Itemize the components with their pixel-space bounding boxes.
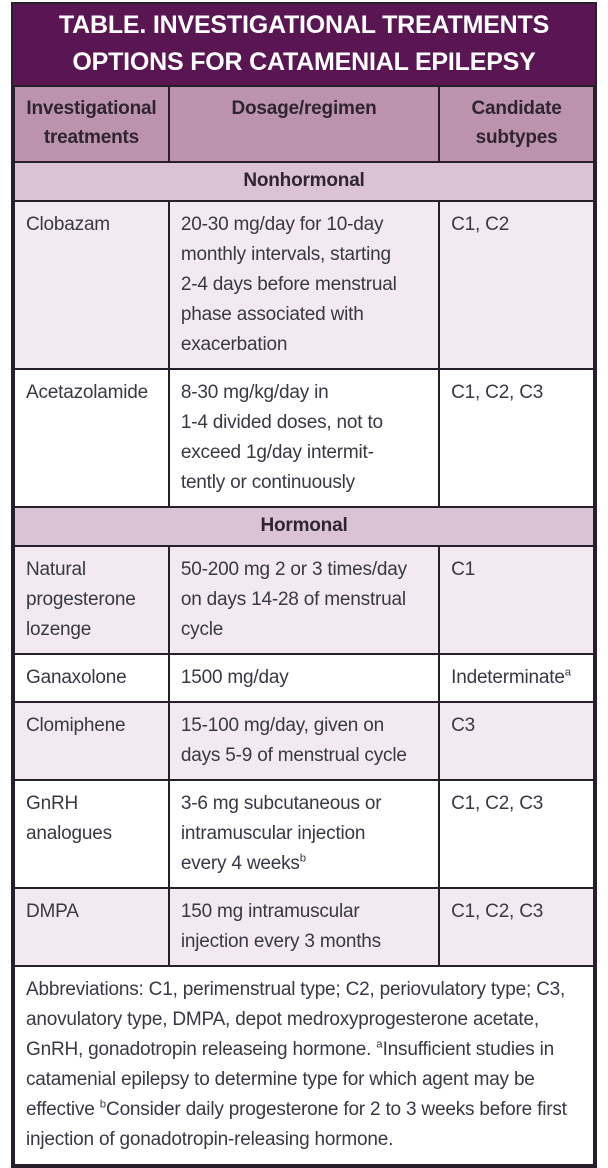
table-row: Ganaxolone 1500 mg/day Indeterminatea (13, 653, 595, 703)
cell-dosage: 150 mg intramuscular injection every 3 m… (167, 887, 441, 967)
cell-text: Indeterminate (451, 667, 565, 688)
cell-treatment: Acetazolamide (13, 368, 170, 508)
cell-dosage: 20-30 mg/day for 10-day monthly interval… (167, 200, 441, 370)
table-row: Natural progesterone lozenge 50-200 mg 2 … (13, 545, 595, 655)
cell-text: Acetazolamide (26, 382, 149, 403)
cell-dosage: 15-100 mg/day, given on days 5-9 of mens… (167, 701, 441, 781)
cell-text: C1, C2, C3 (451, 382, 544, 403)
footnote-row: Abbreviations: C1, perimenstrual type; C… (13, 965, 595, 1166)
cell-treatment: Ganaxolone (13, 653, 170, 703)
cell-subtypes: C1, C2, C3 (438, 887, 595, 967)
cell-treatment: Natural progesterone lozenge (13, 545, 170, 655)
cell-text: Clomiphene (26, 715, 126, 736)
cell-text: 20-30 mg/day for 10-day monthly interval… (180, 214, 397, 355)
footnote-text: Abbreviations: C1, perimenstrual type; C… (26, 979, 566, 1060)
table-title-line1: TABLE. INVESTIGATIONAL TREATMENTS (58, 11, 550, 39)
column-header-treatments: Investigational treatments (13, 85, 170, 163)
cell-text: 50-200 mg 2 or 3 times/day on days 14-28… (180, 559, 407, 640)
cell-text: 3-6 mg subcutaneous or intramuscular inj… (180, 793, 382, 874)
page: TABLE. INVESTIGATIONAL TREATMENTS OPTION… (11, 2, 597, 1168)
cell-text: 15-100 mg/day, given on days 5-9 of mens… (180, 715, 407, 766)
cell-text: C3 (451, 715, 476, 736)
cell-text: C1, C2, C3 (451, 901, 544, 922)
column-header-dosage: Dosage/regimen (167, 85, 441, 163)
cell-text: C1, C2, C3 (451, 793, 544, 814)
superscript-note-marker: a (564, 666, 572, 679)
table-row: Clomiphene 15-100 mg/day, given on days 5… (13, 701, 595, 781)
cell-treatment: Clomiphene (13, 701, 170, 781)
cell-text: GnRH analogues (26, 793, 112, 844)
section-header-nonhormonal: Nonhormonal (13, 161, 595, 202)
table-row: Acetazolamide 8-30 mg/kg/day in 1-4 divid… (13, 368, 595, 508)
cell-treatment: DMPA (13, 887, 170, 967)
cell-subtypes: C3 (438, 701, 595, 781)
cell-subtypes: C1 (438, 545, 595, 655)
footnote-text: Consider daily progesterone for 2 to 3 w… (26, 1099, 567, 1150)
table-row: GnRH analogues 3-6 mg subcutaneous or int… (13, 779, 595, 889)
cell-subtypes: C1, C2, C3 (438, 779, 595, 889)
footnote-superscript: a (376, 1038, 383, 1051)
section-header-row: Hormonal (13, 506, 595, 547)
section-header-hormonal: Hormonal (13, 506, 595, 547)
cell-text: 150 mg intramuscular injection every 3 m… (180, 901, 381, 952)
cell-dosage: 8-30 mg/kg/day in 1-4 divided doses, not… (167, 368, 441, 508)
table-title-line2: OPTIONS FOR CATAMENIAL EPILEPSY (72, 48, 536, 76)
table-title: TABLE. INVESTIGATIONAL TREATMENTS OPTION… (13, 4, 595, 85)
cell-text: C1, C2 (451, 214, 510, 235)
cell-text: Ganaxolone (26, 667, 127, 688)
cell-subtypes: C1, C2 (438, 200, 595, 370)
cell-text: 8-30 mg/kg/day in 1-4 divided doses, not… (180, 382, 383, 493)
cell-subtypes: C1, C2, C3 (438, 368, 595, 508)
table-row: DMPA 150 mg intramuscular injection every… (13, 887, 595, 967)
cell-text: Clobazam (26, 214, 110, 235)
cell-text: Natural progesterone lozenge (26, 559, 136, 640)
cell-dosage: 1500 mg/day (167, 653, 441, 703)
cell-dosage: 50-200 mg 2 or 3 times/day on days 14-28… (167, 545, 441, 655)
cell-text: DMPA (26, 901, 79, 922)
cell-treatment: Clobazam (13, 200, 170, 370)
cell-dosage: 3-6 mg subcutaneous or intramuscular inj… (167, 779, 441, 889)
cell-text: 1500 mg/day (180, 667, 289, 688)
table-row: Clobazam 20-30 mg/day for 10-day monthly … (13, 200, 595, 370)
column-header-row: Investigational treatments Dosage/regime… (13, 85, 595, 163)
cell-text: C1 (451, 559, 476, 580)
cell-treatment: GnRH analogues (13, 779, 170, 889)
treatments-table: Investigational treatments Dosage/regime… (13, 85, 595, 1166)
superscript-note-marker: b (299, 852, 307, 865)
table-body: Nonhormonal Clobazam 20-30 mg/day for 10-d… (13, 161, 595, 1166)
section-header-row: Nonhormonal (13, 161, 595, 202)
cell-subtypes: Indeterminatea (438, 653, 595, 703)
footnote: Abbreviations: C1, perimenstrual type; C… (13, 965, 595, 1166)
table-frame: TABLE. INVESTIGATIONAL TREATMENTS OPTION… (11, 2, 597, 1168)
column-header-subtypes: Candidate subtypes (438, 85, 595, 163)
